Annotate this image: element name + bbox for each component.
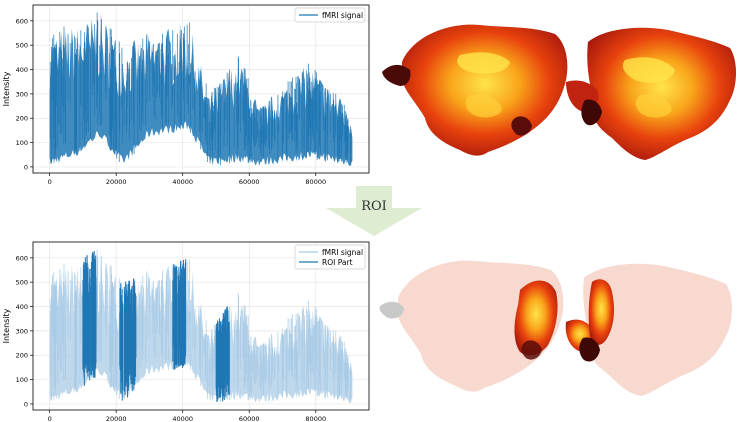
top-plot-frame bbox=[32, 4, 370, 174]
x-tick-label: 0 bbox=[48, 415, 52, 422]
roi-arrow-label: ROI bbox=[361, 199, 387, 214]
x-tick-label: 0 bbox=[48, 178, 52, 186]
bottom-plot: 0 100 200 300 400 500 600 0 20000 40000 60000 8000… bbox=[2, 241, 370, 422]
bottom-y-ticks: 0 100 200 300 400 500 600 bbox=[16, 254, 33, 408]
y-tick-label: 600 bbox=[16, 254, 28, 262]
top-plot: 0 100 200 300 400 500 600 0 20000 40000 60000 8000… bbox=[2, 4, 370, 186]
brain-flatmap-roi-highlight-icon bbox=[379, 260, 732, 396]
bottom-x-ticks: 0 20000 40000 60000 80000 bbox=[48, 410, 326, 422]
y-tick-label: 0 bbox=[24, 400, 28, 408]
y-tick-label: 500 bbox=[16, 279, 28, 287]
x-tick-label: 60000 bbox=[239, 178, 260, 186]
top-signal-area bbox=[49, 12, 353, 166]
y-tick-label: 100 bbox=[16, 139, 28, 147]
x-tick-label: 80000 bbox=[305, 415, 326, 422]
bottom-legend: fMRI signal ROI Part bbox=[294, 244, 366, 270]
top-x-ticks: 0 20000 40000 60000 80000 bbox=[48, 173, 326, 186]
roi-arrow: ROI bbox=[326, 186, 422, 236]
roi-part-segments bbox=[82, 251, 230, 403]
x-tick-label: 20000 bbox=[106, 178, 127, 186]
y-tick-label: 0 bbox=[24, 163, 28, 171]
signal-spikes bbox=[49, 12, 352, 166]
y-tick-label: 200 bbox=[16, 352, 28, 360]
bottom-plot-frame bbox=[32, 241, 370, 411]
y-tick-label: 300 bbox=[16, 90, 28, 98]
x-tick-label: 40000 bbox=[172, 415, 193, 422]
legend-label-fmri: fMRI signal bbox=[322, 11, 363, 20]
y-tick-label: 300 bbox=[16, 327, 28, 335]
brain-flatmap-full-activation-icon bbox=[382, 24, 736, 161]
y-tick-label: 400 bbox=[16, 66, 28, 74]
bottom-signal-area bbox=[49, 249, 353, 403]
legend-label-roi: ROI Part bbox=[322, 258, 353, 267]
y-tick-label: 200 bbox=[16, 115, 28, 123]
y-tick-label: 500 bbox=[16, 42, 28, 50]
top-y-ticks: 0 100 200 300 400 500 600 bbox=[16, 17, 33, 171]
top-ylabel: Intensity bbox=[2, 71, 11, 106]
x-tick-label: 60000 bbox=[239, 415, 260, 422]
legend-label-fmri-2: fMRI signal bbox=[322, 248, 363, 257]
bottom-ylabel: Intensity bbox=[2, 308, 11, 343]
x-tick-label: 20000 bbox=[106, 415, 127, 422]
x-tick-label: 40000 bbox=[172, 178, 193, 186]
y-tick-label: 400 bbox=[16, 303, 28, 311]
y-tick-label: 600 bbox=[16, 17, 28, 25]
x-tick-label: 80000 bbox=[305, 178, 326, 186]
y-tick-label: 100 bbox=[16, 376, 28, 384]
top-legend: fMRI signal bbox=[294, 7, 366, 23]
